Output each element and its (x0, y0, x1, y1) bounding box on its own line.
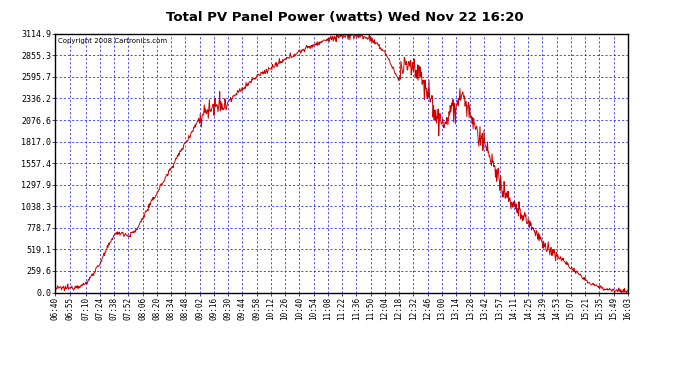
Text: Total PV Panel Power (watts) Wed Nov 22 16:20: Total PV Panel Power (watts) Wed Nov 22 … (166, 11, 524, 24)
Text: Copyright 2008 Cartronics.com: Copyright 2008 Cartronics.com (58, 38, 167, 44)
